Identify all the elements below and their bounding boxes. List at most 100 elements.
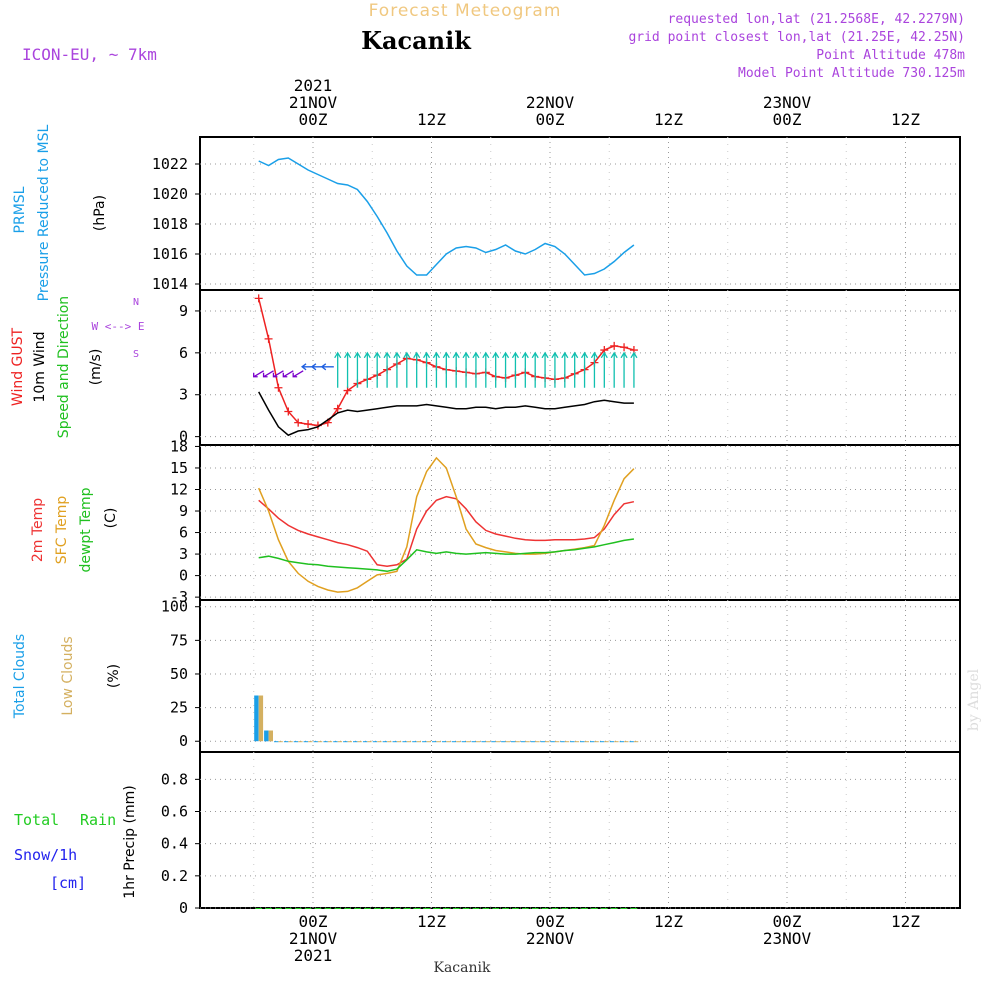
low-clouds-bar: [416, 741, 422, 743]
total-rain-bar: [452, 908, 460, 909]
wind-direction-arrow: [630, 351, 638, 388]
total-clouds-bar: [353, 741, 358, 743]
total-clouds-bar: [471, 741, 476, 743]
top-time-label: 23NOV: [763, 93, 812, 112]
total-rain-bar: [630, 908, 638, 909]
total-rain-bar: [443, 908, 450, 909]
total-clouds-bar: [264, 730, 269, 742]
low-clouds-bar: [367, 741, 372, 743]
total-clouds-bar: [530, 741, 536, 743]
bottom-time-label: 00Z: [773, 912, 802, 931]
wind-direction-arrow: [581, 351, 589, 388]
y-tick-label: 9: [179, 302, 188, 320]
dewpt-label: dewpt Temp: [78, 487, 94, 572]
total-clouds-bar: [422, 741, 427, 743]
pressure-units: (hPa): [92, 195, 108, 231]
gust-marker: [294, 418, 303, 427]
wind-direction-arrow: [423, 351, 431, 388]
wind-direction-arrow: [363, 351, 371, 388]
wind-direction-arrow: [561, 351, 569, 388]
low-clouds-bar: [258, 695, 264, 742]
total-rain-bar: [492, 908, 500, 909]
watermark: by Angel: [966, 668, 982, 731]
pressure-label-1: PRMSL: [12, 186, 28, 233]
low-clouds-bar: [298, 741, 303, 743]
top-time-label: 00Z: [299, 110, 328, 129]
gust-marker: [610, 341, 619, 350]
total-clouds-bar: [550, 741, 555, 743]
wind-direction-arrow: [353, 351, 361, 388]
total-rain-bar: [314, 908, 322, 909]
wind-dir-label: Speed and Direction: [56, 296, 72, 438]
total-label: Total: [14, 811, 59, 829]
wind-direction-arrow: [253, 370, 265, 378]
total-rain-bar: [551, 908, 559, 909]
total-clouds-bar: [451, 741, 457, 743]
low-clouds-bar: [564, 741, 570, 743]
dewpt-temp-line: [258, 538, 635, 573]
low-clouds-bar: [406, 741, 412, 743]
low-clouds-bar: [495, 741, 501, 743]
wind-direction-arrow: [334, 351, 342, 388]
wind-direction-arrow: [452, 351, 460, 388]
temp-units: (C): [103, 508, 119, 529]
total-clouds-bar: [599, 741, 605, 743]
prmsl-line: [258, 157, 635, 276]
total-rain-bar: [324, 908, 332, 909]
total-clouds-bar: [441, 741, 447, 743]
total-rain-bar: [285, 908, 292, 909]
total-clouds-bar: [520, 741, 526, 743]
gust-marker: [343, 386, 352, 395]
low-clouds-bar: [387, 741, 392, 743]
bottom-time-label: 21NOV: [289, 929, 338, 948]
total-rain-bar: [275, 908, 282, 909]
total-rain-bar: [255, 908, 263, 909]
low-clouds-bar: [624, 741, 629, 743]
total-clouds-bar: [392, 741, 397, 743]
top-time-label: 12Z: [891, 110, 920, 129]
y-tick-label: -3: [170, 588, 188, 606]
total-rain-bar: [334, 908, 342, 909]
wind-direction-arrow: [282, 370, 294, 378]
y-tick-label: 0.2: [161, 867, 188, 885]
y-tick-label: 1022: [152, 155, 188, 173]
total-rain-bar: [531, 908, 539, 909]
gust-marker: [333, 404, 342, 413]
total-rain-bar: [354, 908, 361, 909]
top-time-label: 2021: [294, 76, 333, 95]
wind-direction-arrow: [502, 351, 510, 388]
low-clouds-bar: [604, 741, 609, 743]
y-tick-label: 1018: [152, 215, 188, 233]
y-tick-label: 6: [179, 524, 188, 542]
top-time-label: 00Z: [536, 110, 565, 129]
total-rain-bar: [294, 908, 302, 909]
compass-n: N: [133, 297, 139, 308]
bottom-time-label: 23NOV: [763, 929, 812, 948]
sfc-temp-line: [258, 456, 635, 593]
total-clouds-bar: [432, 741, 437, 743]
snow-units: [cm]: [50, 874, 86, 892]
low-clouds-bar: [594, 741, 599, 743]
y-tick-label: 15: [170, 459, 188, 477]
10m-wind-line: [258, 391, 634, 437]
total-rain-bar: [344, 908, 351, 909]
clouds-panel: 0 25 50 75 100: [161, 598, 961, 753]
subtitle: Forecast Meteogram: [369, 1, 562, 21]
compass-s: S: [133, 349, 139, 360]
precip-panel: 0 0.2 0.4 0.6 0.8: [161, 751, 961, 917]
low-clouds-bar: [327, 741, 333, 743]
total-rain-bar: [364, 908, 371, 909]
wind-direction-arrow: [393, 351, 401, 388]
total-clouds-bar: [283, 741, 289, 743]
total-clouds-bar: [629, 741, 634, 743]
y-tick-label: 1020: [152, 185, 188, 203]
rain-label: Rain: [80, 811, 116, 829]
total-clouds-bar: [560, 741, 565, 743]
low-clouds-bar: [446, 741, 451, 743]
bottom-time-label: 12Z: [654, 912, 683, 931]
gust-label: Wind GUST: [10, 327, 26, 406]
wind-direction-arrow: [571, 351, 579, 388]
